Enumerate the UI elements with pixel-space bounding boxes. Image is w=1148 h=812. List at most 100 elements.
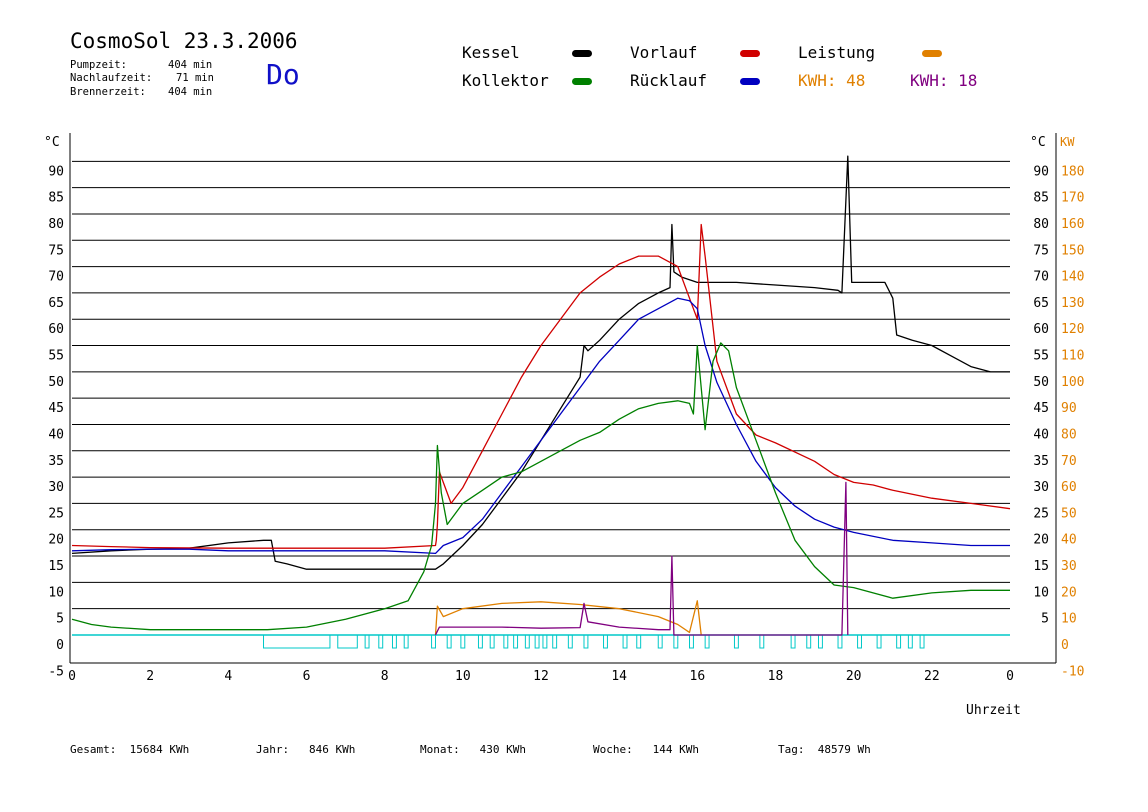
y-tick-right-60: 60 [1033,322,1049,337]
pump-interval-31 [837,634,843,649]
x-tick-0: 0 [68,669,76,684]
y-tick-right-25: 25 [1033,506,1049,521]
chart-series [71,155,1011,636]
y-tick-left-10: 10 [48,585,64,600]
x-tick-8: 16 [690,669,706,684]
pump-interval-2 [364,634,370,649]
pump-interval-28 [790,634,796,649]
y-tick-kw-150: 150 [1061,243,1084,258]
y-tick-right-85: 85 [1033,191,1049,206]
x-tick-9: 18 [768,669,784,684]
y-tick-kw-10: 10 [1061,612,1077,627]
pump-interval-27 [759,634,765,649]
pump-time-value: 404 min [168,59,213,71]
y-tick-kw-70: 70 [1061,454,1077,469]
x-tick-4: 8 [381,669,389,684]
pump-interval-4 [391,634,397,649]
footer-monat: Monat: 430 KWh [420,743,526,756]
series-vorlauf-line [71,223,1011,549]
pump-time-label: Pumpzeit: [70,59,127,71]
y-tick-left-60: 60 [48,322,64,337]
pump-interval-34 [896,634,902,649]
legend-leistung: Leistung [798,43,876,62]
y-tick-left-70: 70 [48,270,64,285]
overrun-time-value: 71 min [176,72,214,84]
y-tick-right-40: 40 [1033,427,1049,442]
chart-title: CosmoSol 23.3.2006 [70,29,298,53]
y-tick-left-80: 80 [48,217,64,232]
pump-interval-5 [403,634,409,649]
pump-interval-12 [513,634,519,649]
series-kollektor-line [71,342,1010,631]
pump-interval-26 [733,634,739,649]
pump-interval-10 [489,634,495,649]
y-tick-kw-130: 130 [1061,296,1084,311]
y-tick-left-40: 40 [48,427,64,442]
pump-interval-23 [673,634,679,649]
y-tick-left-45: 45 [48,401,64,416]
footer-tag: Tag: 48579 Wh [778,743,871,756]
x-tick-3: 6 [303,669,311,684]
y-tick-kw-110: 110 [1061,349,1084,364]
legend-leistung-swatch [922,50,942,57]
y-tick-kw-180: 180 [1061,164,1084,179]
y-tick-left-50: 50 [48,375,64,390]
y-tick-right-65: 65 [1033,296,1049,311]
y-tick-left-25: 25 [48,506,64,521]
pump-interval-22 [657,634,663,649]
y-tick-left-35: 35 [48,454,64,469]
footer-jahr: Jahr: 846 KWh [256,743,356,756]
pump-interval-18 [583,634,589,649]
pump-interval-14 [534,634,540,649]
y-tick-kw-40: 40 [1061,533,1077,548]
y-axis-right-kw-unit: KW [1060,135,1075,149]
legend-kwh-2: KWH: 18 [910,71,978,90]
x-tick-11: 22 [924,669,940,684]
legend-kessel: Kessel [462,43,520,62]
y-tick-right-55: 55 [1033,349,1049,364]
y-tick-kw-30: 30 [1061,559,1077,574]
pump-interval-6 [431,634,436,649]
x-axis-label: Uhrzeit [966,703,1021,718]
footer-gesamt: Gesamt: 15684 KWh [70,743,190,756]
pump-interval-8 [460,634,466,649]
legend-kollektor-swatch [572,78,592,85]
pump-interval-16 [552,634,558,649]
y-tick-right-80: 80 [1033,217,1049,232]
pump-interval-13 [524,634,530,649]
y-tick-kw-140: 140 [1061,270,1084,285]
y-tick-right-35: 35 [1033,454,1049,469]
y-tick-left--5: -5 [48,664,64,679]
series-kessel-line [71,155,1010,570]
legend-kwh-1: KWH: 48 [798,71,866,90]
series-rcklauf-line [71,297,1010,555]
y-tick-kw-100: 100 [1061,375,1084,390]
y-tick-left-0: 0 [56,638,64,653]
y-tick-kw-170: 170 [1061,191,1084,206]
y-tick-right-15: 15 [1033,559,1049,574]
legend-ruecklauf-swatch [740,78,760,85]
y-axis-right-unit: °C [1030,135,1046,150]
series-leistung-line [434,600,702,636]
pump-interval-9 [477,634,483,649]
burner-time-label: Brennerzeit: [70,86,146,98]
y-tick-left-30: 30 [48,480,64,495]
pump-interval-36 [919,634,925,649]
y-tick-left-55: 55 [48,349,64,364]
y-tick-right-45: 45 [1033,401,1049,416]
x-tick-5: 10 [455,669,471,684]
pump-interval-1 [337,634,358,649]
y-tick-kw-20: 20 [1061,585,1077,600]
y-tick-kw-120: 120 [1061,322,1084,337]
y-tick-kw-50: 50 [1061,506,1077,521]
series-kwh-line [434,481,849,636]
footer-woche: Woche: 144 KWh [593,743,699,756]
pump-interval-33 [876,634,882,649]
pump-interval-24 [689,634,694,649]
pump-interval-17 [567,634,573,649]
y-tick-left-75: 75 [48,243,64,258]
y-tick-kw-90: 90 [1061,401,1077,416]
y-tick-right-70: 70 [1033,270,1049,285]
pump-interval-15 [542,634,548,649]
